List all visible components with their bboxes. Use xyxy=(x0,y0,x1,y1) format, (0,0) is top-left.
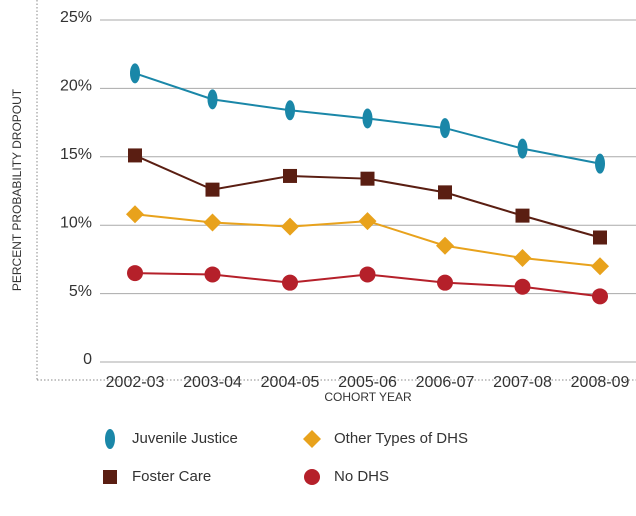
point xyxy=(130,63,140,84)
point xyxy=(205,182,220,197)
point xyxy=(592,288,608,305)
point xyxy=(360,171,375,186)
y-tick-label: 10% xyxy=(60,214,92,231)
point xyxy=(204,266,221,283)
y-tick-label: 0 xyxy=(83,351,92,368)
y-tick-label: 25% xyxy=(60,9,92,26)
point xyxy=(595,153,605,174)
point xyxy=(593,230,607,245)
point xyxy=(282,274,298,291)
point xyxy=(362,108,373,129)
point xyxy=(513,249,532,268)
point xyxy=(283,168,297,183)
x-tick-label: 2005-06 xyxy=(338,374,397,391)
point xyxy=(358,212,377,231)
x-tick-label: 2008-09 xyxy=(571,374,630,391)
y-axis-title: PERCENT PROBABILITY DROPOUT xyxy=(10,88,24,291)
y-tick-label: 15% xyxy=(60,146,92,163)
y-tick-label: 20% xyxy=(60,78,92,95)
point xyxy=(128,148,142,163)
legend-label: No DHS xyxy=(334,468,389,485)
point xyxy=(359,266,376,283)
y-tick-label: 5% xyxy=(69,283,92,300)
legend-label: Other Types of DHS xyxy=(334,430,468,447)
point xyxy=(436,236,454,255)
point xyxy=(127,265,143,282)
legend-marker xyxy=(304,469,320,485)
point xyxy=(207,89,218,110)
point xyxy=(203,213,222,232)
legend-marker xyxy=(303,430,321,448)
point xyxy=(285,100,295,121)
point xyxy=(515,208,530,223)
point xyxy=(517,138,528,159)
x-tick-label: 2002-03 xyxy=(106,374,165,391)
point xyxy=(437,274,453,291)
x-axis-title: COHORT YEAR xyxy=(324,390,412,404)
point xyxy=(514,278,531,295)
x-tick-label: 2007-08 xyxy=(493,374,552,391)
point xyxy=(440,118,450,139)
legend-marker xyxy=(105,429,115,449)
x-tick-label: 2003-04 xyxy=(183,374,242,391)
point xyxy=(281,217,299,236)
legend-label: Juvenile Justice xyxy=(132,430,238,447)
point xyxy=(126,205,144,224)
point xyxy=(438,185,452,200)
legend-label: Foster Care xyxy=(132,468,211,485)
point xyxy=(591,257,609,276)
x-tick-label: 2004-05 xyxy=(261,374,320,391)
x-tick-label: 2006-07 xyxy=(416,374,475,391)
legend-marker xyxy=(103,470,117,484)
